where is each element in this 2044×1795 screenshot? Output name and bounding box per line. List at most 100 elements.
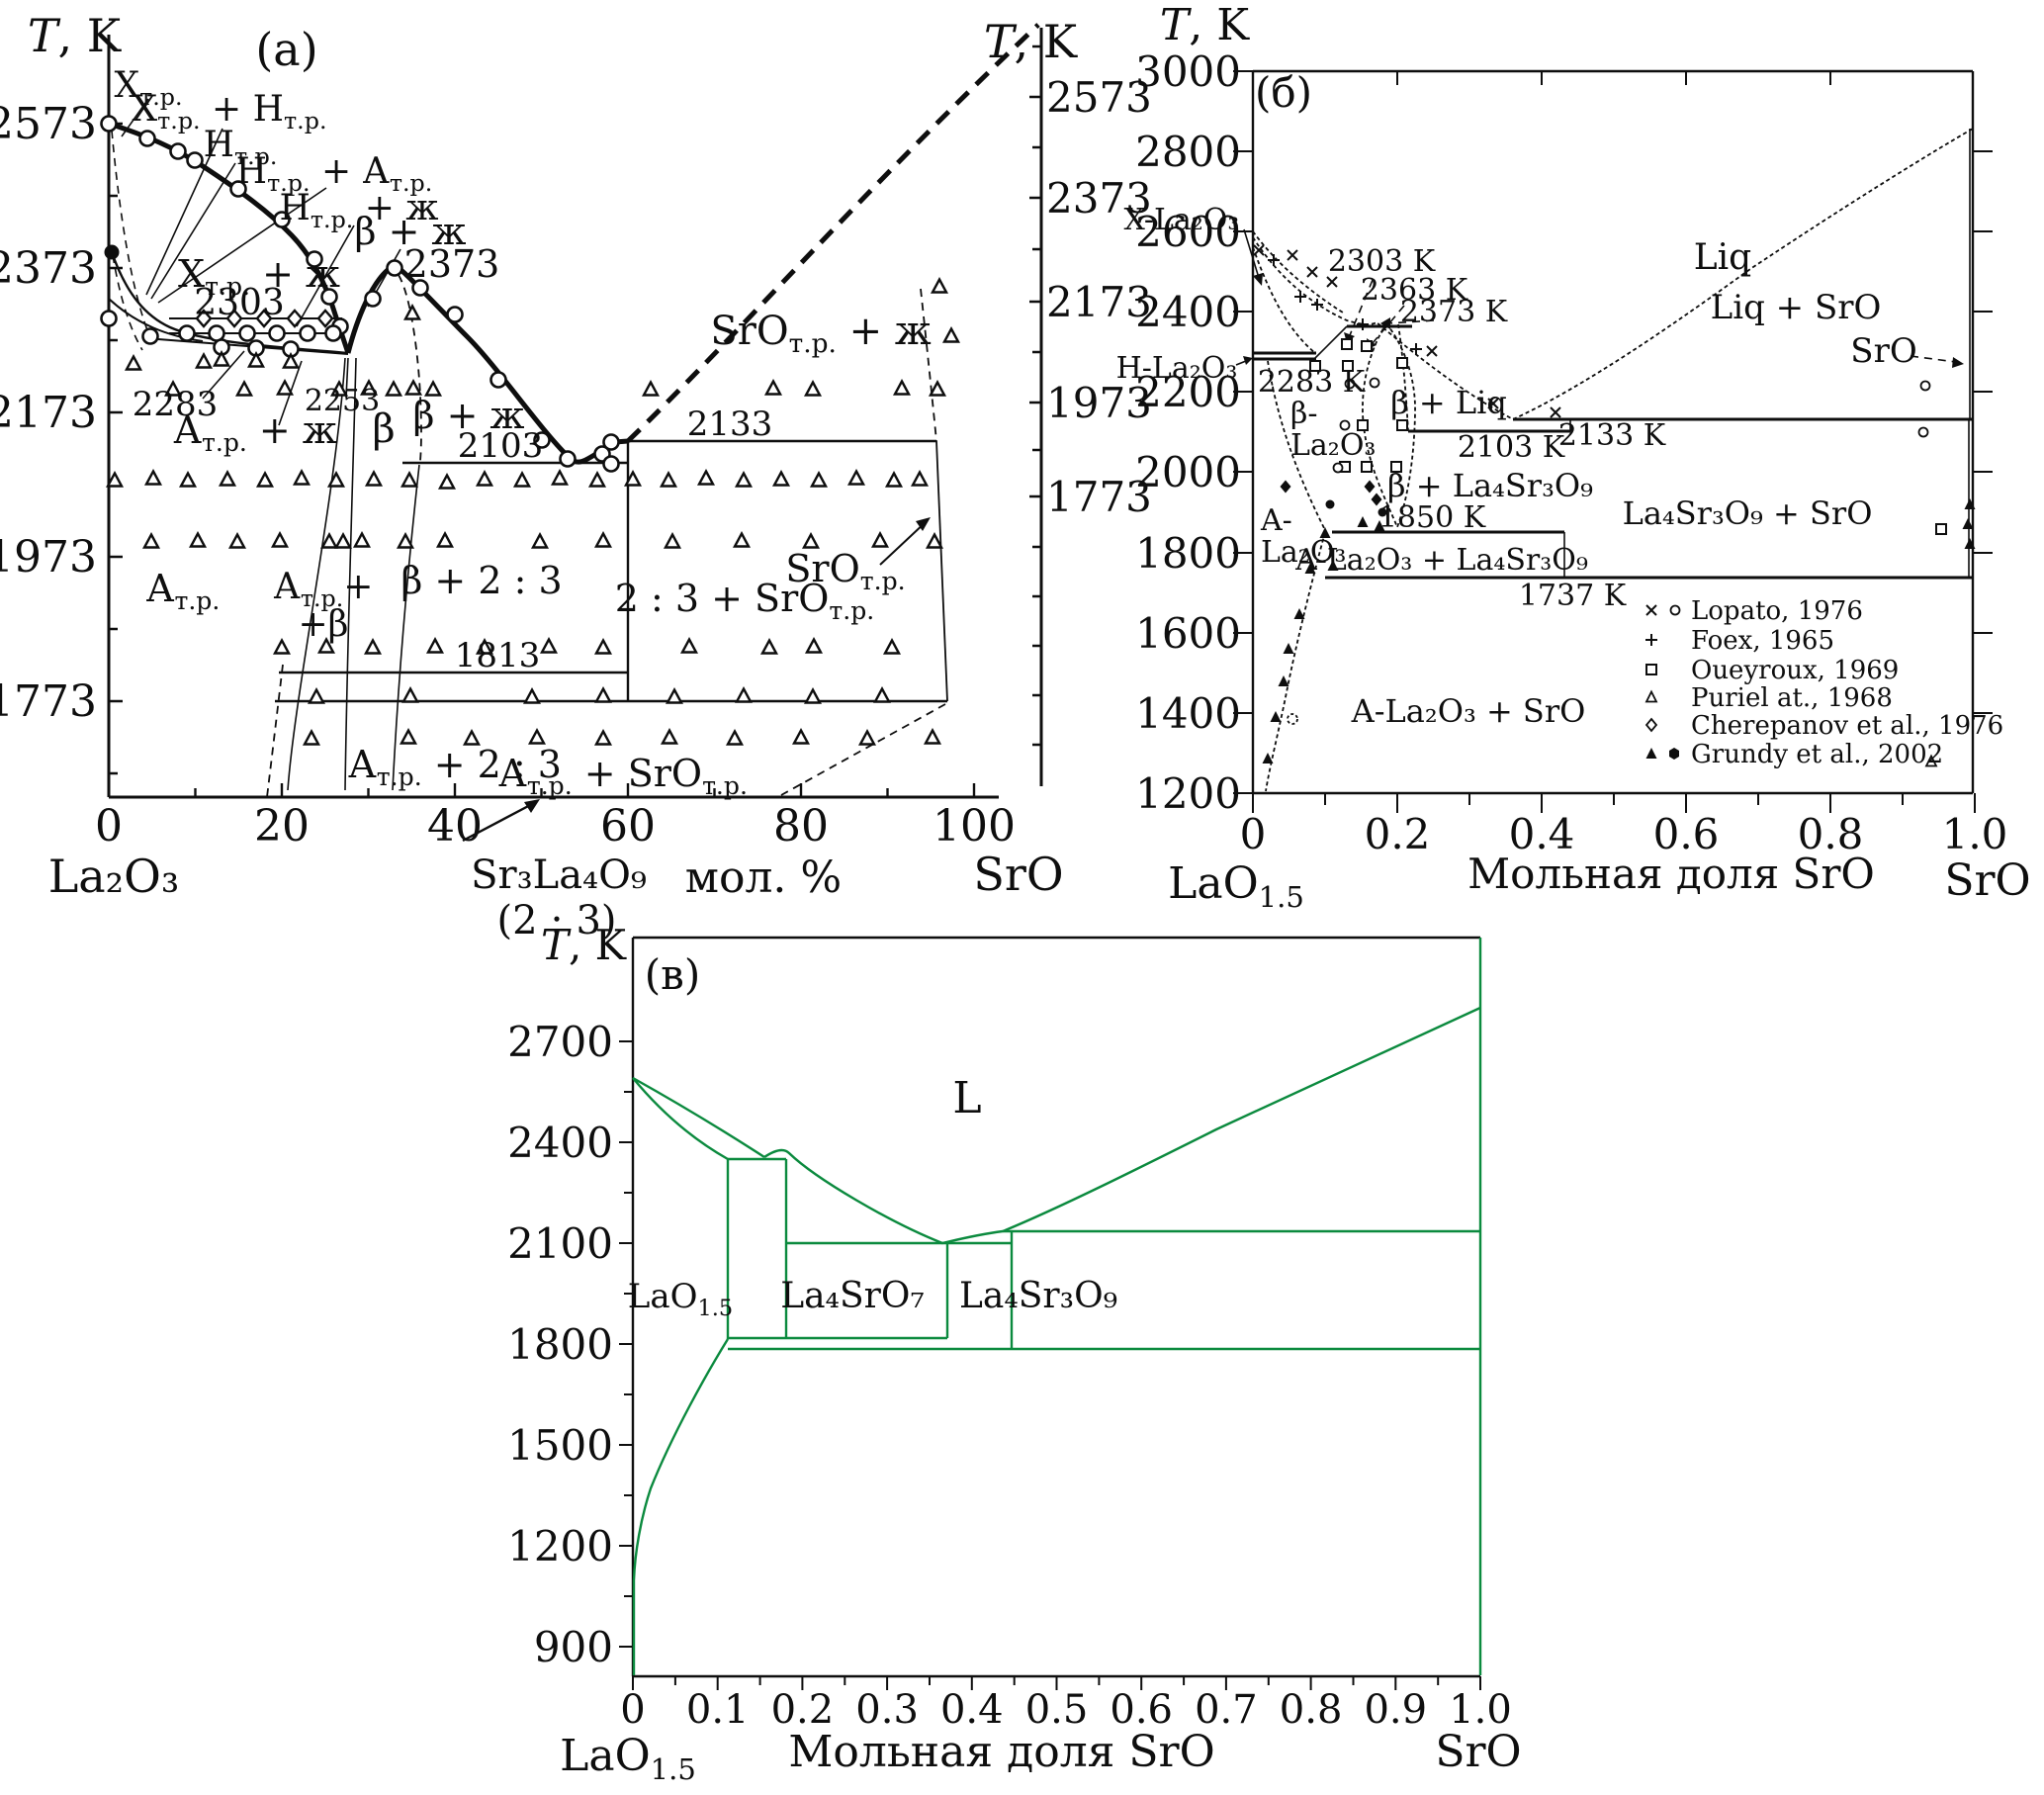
svg-text:0: 0 <box>95 801 123 852</box>
b-region-liq-sro: Liq + SrO <box>1711 288 1882 327</box>
c-region-liquid: L <box>952 1073 981 1123</box>
a-region-srotr-zh: SrOт.р. + ж <box>710 309 932 359</box>
b-legend: Lopato, 1976 Foex, 1965 Oueyroux, 1969 P… <box>1644 596 2003 769</box>
svg-text:2373: 2373 <box>1046 174 1152 223</box>
svg-text:1800: 1800 <box>507 1320 613 1369</box>
b-region-a-la2o3-2: La₂O₃ <box>1261 535 1346 570</box>
b-label-2133: 2133 K <box>1558 418 1666 453</box>
svg-text:0.6: 0.6 <box>1110 1687 1173 1733</box>
a-region-atr-zh: Ат.р. + ж <box>173 408 337 457</box>
a-leader-lines <box>121 98 931 843</box>
a-label-2373: 2373 <box>404 242 500 286</box>
a-region-23-srotr: 2 : 3 + SrOт.р. <box>615 577 875 625</box>
svg-text:1.0: 1.0 <box>1942 810 2008 858</box>
svg-text:2400: 2400 <box>1135 288 1241 336</box>
svg-text:1973: 1973 <box>0 532 97 583</box>
svg-text:2173: 2173 <box>1046 278 1152 326</box>
svg-text:2600: 2600 <box>1135 208 1241 256</box>
svg-text:1800: 1800 <box>1135 529 1241 578</box>
svg-text:0.9: 0.9 <box>1364 1687 1427 1733</box>
a-region-atr-srotr: Ат.р. + SrOт.р. <box>498 752 748 800</box>
svg-text:20: 20 <box>254 801 310 852</box>
a-label-2283: 2283 <box>133 385 219 424</box>
a-region-htr-atr: Нт.р. + Ат.р. <box>236 151 433 197</box>
b-label-2103: 2103 K <box>1458 430 1565 465</box>
b-legend-entry: Foex, 1965 <box>1691 626 1834 656</box>
svg-text:1400: 1400 <box>1135 689 1241 738</box>
b-label-1737: 1737 K <box>1519 579 1627 613</box>
a-compound-label: Sr₃La₄O₉ <box>471 853 647 898</box>
c-axes <box>619 936 1481 1690</box>
c-panel-letter: (в) <box>645 950 700 999</box>
svg-text:0.6: 0.6 <box>1653 810 1720 858</box>
a-right-ytick-labels: 2573 2373 2173 1973 1773 <box>1046 73 1152 521</box>
svg-text:0.4: 0.4 <box>1509 810 1575 858</box>
a-region-atr-23: Ат.р. + 2 : 3 <box>348 743 562 791</box>
svg-text:100: 100 <box>933 801 1016 852</box>
b-x-axis-label: Мольная доля SrO <box>1467 850 1875 898</box>
b-region-beta-la2o3-2: La₂O₃ <box>1290 428 1376 463</box>
svg-text:40: 40 <box>427 801 483 852</box>
b-x-left-endmember: LaO1.5 <box>1168 858 1304 914</box>
svg-text:0.7: 0.7 <box>1195 1687 1258 1733</box>
b-region-a-la4sr3o9: A-La₂O₃ + La₄Sr₃O₉ <box>1294 543 1588 578</box>
c-y-axis-title: T, K <box>541 921 628 969</box>
b-panel-letter: (б) <box>1255 68 1312 117</box>
b-label-2303: 2303 K <box>1328 244 1436 279</box>
b-legend-entry: Oueyroux, 1969 <box>1691 656 1899 685</box>
a-x-axis-label: мол. % <box>685 853 842 903</box>
c-x-left-endmember: LaO1.5 <box>560 1731 696 1786</box>
a-label-2103: 2103 <box>458 426 544 466</box>
c-xtick-labels: 0 0.1 0.2 0.3 0.4 0.5 0.6 0.7 0.8 0.9 1.… <box>620 1687 1512 1733</box>
a-right-axis-title: T, K <box>984 15 1079 68</box>
panel-b: T, K (б) 3000 2800 2600 2400 2200 2000 1… <box>1116 0 2031 914</box>
c-ytick-labels: 2700 2400 2100 1800 1500 1200 900 <box>507 1018 613 1671</box>
a-panel-letter: (a) <box>255 23 317 76</box>
a-region-htr-zh: Нт.р. + ж <box>279 188 438 233</box>
svg-text:1973: 1973 <box>1046 379 1152 427</box>
svg-text:2100: 2100 <box>507 1219 613 1268</box>
a-region-xtr-htr: Xт.р. + Нт.р. <box>133 89 327 135</box>
panel-a: T, K (a) 2573 2373 2173 1973 1773 T, K 2… <box>0 9 1152 943</box>
svg-text:0.4: 0.4 <box>940 1687 1004 1733</box>
a-region-beta-23: β + 2 : 3 <box>400 559 562 602</box>
svg-text:1773: 1773 <box>1046 473 1152 521</box>
svg-text:2000: 2000 <box>1135 448 1241 496</box>
svg-text:0.8: 0.8 <box>1798 810 1864 858</box>
svg-text:0: 0 <box>1240 810 1267 858</box>
c-region-la4sro7: La₄SrO₇ <box>780 1276 925 1316</box>
svg-text:2700: 2700 <box>507 1018 613 1066</box>
a-solvus-lines <box>111 130 948 798</box>
a-ytick-labels: 2573 2373 2173 1973 1773 <box>0 99 97 727</box>
a-x-right-endmember: SrO <box>973 848 1063 901</box>
svg-text:2373: 2373 <box>0 243 97 294</box>
svg-text:0.5: 0.5 <box>1025 1687 1089 1733</box>
a-region-atr-beta-1: Ат.р.+ <box>274 567 374 612</box>
b-ytick-labels: 3000 2800 2600 2400 2200 2000 1800 1600 … <box>1135 47 1241 818</box>
panel-c: T, K (в) 2700 2400 2100 1800 1500 1200 9… <box>507 921 1522 1786</box>
b-label-sro-arrow: SrO <box>1850 331 1916 371</box>
b-axes <box>1233 69 1993 813</box>
a-region-beta-zh: β + ж <box>413 394 525 437</box>
a-x-left-endmember: La₂O₃ <box>48 850 180 903</box>
svg-text:1600: 1600 <box>1135 609 1241 658</box>
a-xtick-labels: 0 20 40 60 80 100 <box>95 801 1016 852</box>
svg-text:2400: 2400 <box>507 1119 613 1167</box>
svg-text:1200: 1200 <box>507 1522 613 1571</box>
c-region-lao15: LaO1.5 <box>628 1277 733 1321</box>
b-region-a-la2o3-1: A- <box>1260 503 1292 538</box>
b-region-beta-la2o3-1: β- <box>1290 397 1317 431</box>
b-region-beta-la4sr3o9: β + La₄Sr₃O₉ <box>1387 467 1593 504</box>
svg-text:900: 900 <box>534 1623 613 1671</box>
svg-text:2173: 2173 <box>0 388 97 438</box>
svg-text:2573: 2573 <box>1046 73 1152 122</box>
a-region-srotr: SrOт.р. <box>785 547 905 595</box>
c-x-axis-label: Мольная доля SrO <box>788 1727 1214 1777</box>
b-label-1850: 1850 K <box>1378 500 1486 535</box>
svg-text:0.1: 0.1 <box>686 1687 750 1733</box>
svg-text:1500: 1500 <box>507 1421 613 1470</box>
b-region-liq: Liq <box>1694 237 1751 278</box>
b-x-right-endmember: SrO <box>1944 855 2030 906</box>
a-tie-lines <box>157 317 947 703</box>
